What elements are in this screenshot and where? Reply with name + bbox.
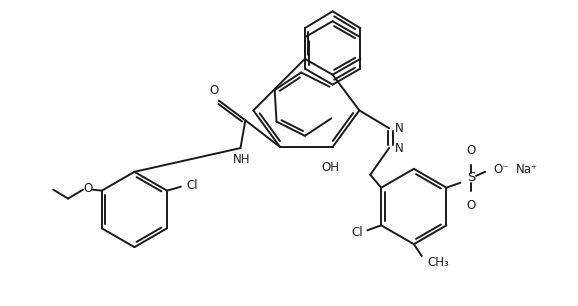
Text: O⁻: O⁻	[493, 163, 509, 176]
Text: Na⁺: Na⁺	[516, 163, 538, 176]
Text: O: O	[209, 84, 218, 96]
Text: N: N	[395, 122, 404, 135]
Text: OH: OH	[321, 161, 340, 174]
Text: O: O	[466, 144, 476, 157]
Text: Cl: Cl	[352, 226, 364, 239]
Text: O: O	[466, 199, 476, 211]
Text: N: N	[395, 142, 404, 155]
Text: S: S	[467, 171, 476, 184]
Text: CH₃: CH₃	[428, 256, 450, 268]
Text: O: O	[83, 182, 92, 195]
Text: NH: NH	[233, 153, 250, 166]
Text: Cl: Cl	[187, 179, 198, 192]
